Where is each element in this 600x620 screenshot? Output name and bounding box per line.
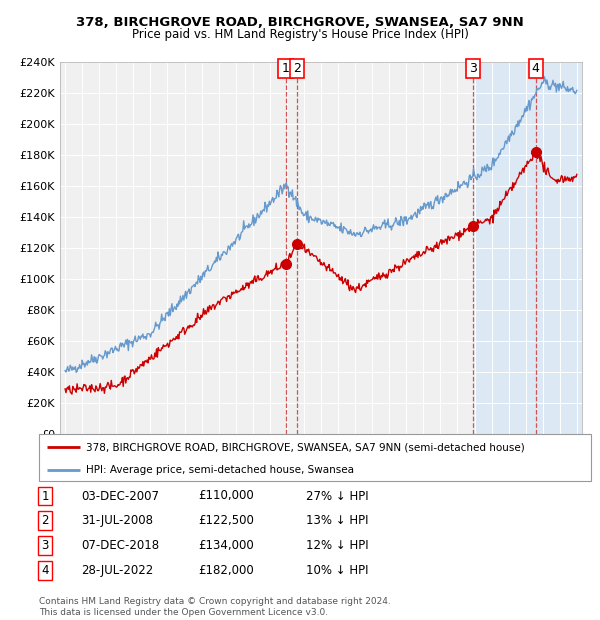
Text: 3: 3 (41, 539, 49, 552)
Text: 28-JUL-2022: 28-JUL-2022 (81, 564, 153, 577)
Text: 1: 1 (41, 490, 49, 502)
Text: 1: 1 (281, 62, 289, 75)
Text: 4: 4 (41, 564, 49, 577)
Text: 27% ↓ HPI: 27% ↓ HPI (306, 490, 368, 502)
Text: 10% ↓ HPI: 10% ↓ HPI (306, 564, 368, 577)
Text: 2: 2 (293, 62, 301, 75)
Text: Contains HM Land Registry data © Crown copyright and database right 2024.
This d: Contains HM Land Registry data © Crown c… (39, 598, 391, 617)
Text: 03-DEC-2007: 03-DEC-2007 (81, 490, 159, 502)
Text: 31-JUL-2008: 31-JUL-2008 (81, 515, 153, 527)
Text: Price paid vs. HM Land Registry's House Price Index (HPI): Price paid vs. HM Land Registry's House … (131, 28, 469, 41)
Text: 4: 4 (532, 62, 539, 75)
Text: £134,000: £134,000 (198, 539, 254, 552)
Bar (475, 62, 582, 434)
Text: 378, BIRCHGROVE ROAD, BIRCHGROVE, SWANSEA, SA7 9NN: 378, BIRCHGROVE ROAD, BIRCHGROVE, SWANSE… (76, 16, 524, 29)
Text: HPI: Average price, semi-detached house, Swansea: HPI: Average price, semi-detached house,… (86, 465, 354, 476)
FancyBboxPatch shape (39, 434, 591, 481)
Text: 13% ↓ HPI: 13% ↓ HPI (306, 515, 368, 527)
Text: 2: 2 (41, 515, 49, 527)
Text: 12% ↓ HPI: 12% ↓ HPI (306, 539, 368, 552)
Text: £122,500: £122,500 (198, 515, 254, 527)
Text: 378, BIRCHGROVE ROAD, BIRCHGROVE, SWANSEA, SA7 9NN (semi-detached house): 378, BIRCHGROVE ROAD, BIRCHGROVE, SWANSE… (86, 442, 524, 452)
Text: 07-DEC-2018: 07-DEC-2018 (81, 539, 159, 552)
Text: £182,000: £182,000 (198, 564, 254, 577)
Text: 3: 3 (469, 62, 477, 75)
Text: £110,000: £110,000 (198, 490, 254, 502)
